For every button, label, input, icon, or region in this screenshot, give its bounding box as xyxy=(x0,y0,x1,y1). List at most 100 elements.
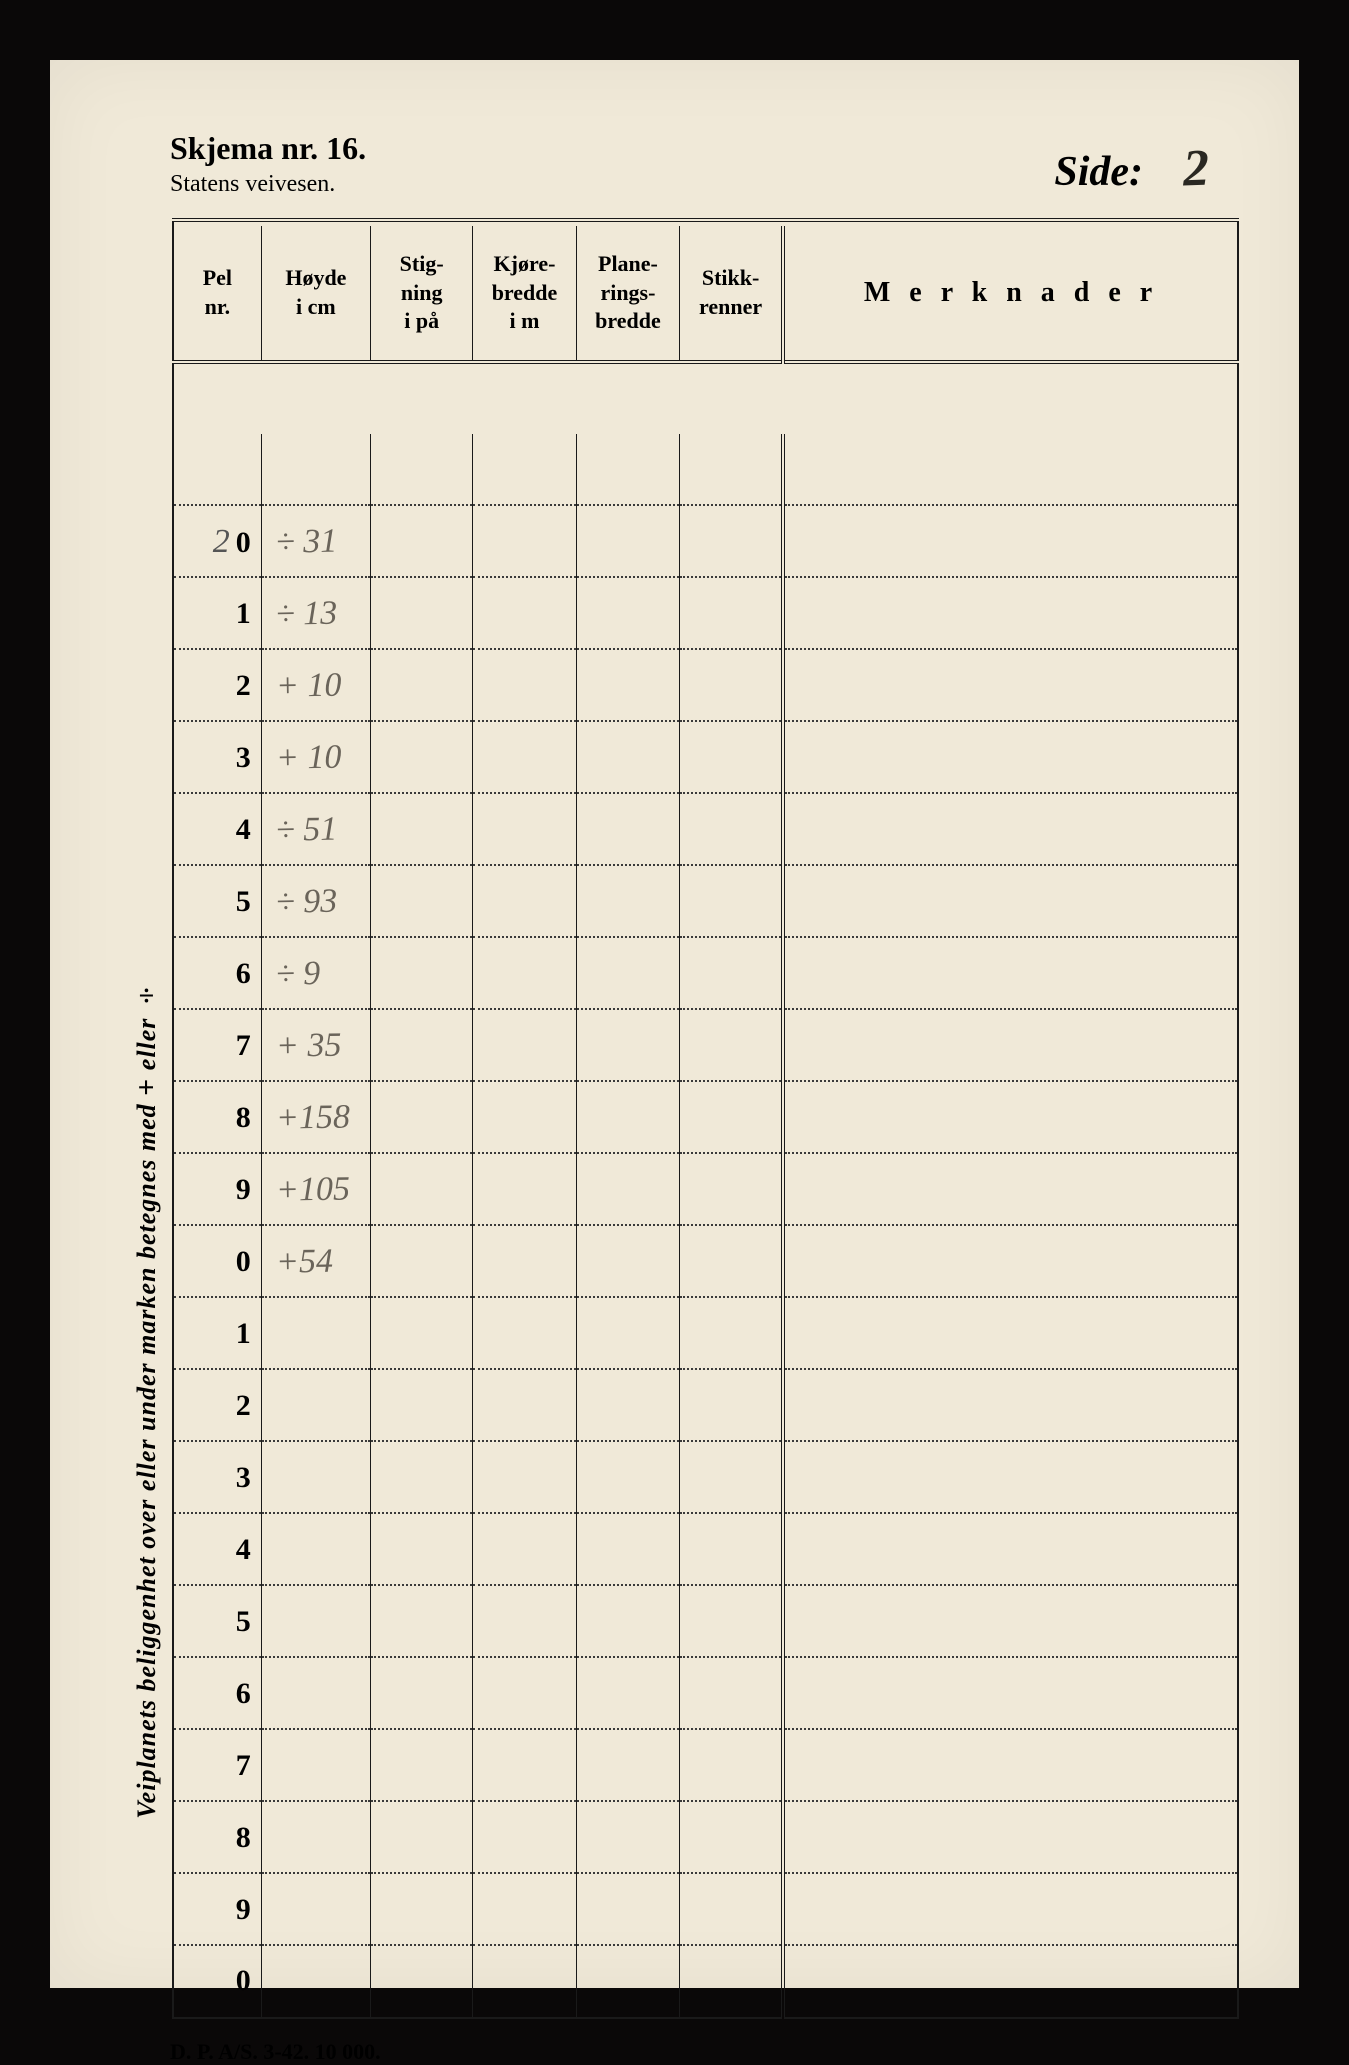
cell-stigning xyxy=(371,1082,473,1154)
cell-kjorebredde xyxy=(473,1730,576,1802)
cell-stigning xyxy=(371,722,473,794)
cell-kjorebredde xyxy=(473,650,576,722)
table-row: 9+105 xyxy=(173,1154,1238,1226)
cell-stigning xyxy=(371,578,473,650)
table-row: 4 xyxy=(173,1514,1238,1586)
pel-printed-number: 4 xyxy=(236,813,251,846)
cell-merknader xyxy=(783,1730,1238,1802)
pel-printed-number: 2 xyxy=(236,1389,251,1422)
pel-printed-number: 6 xyxy=(236,957,251,990)
pel-printed-number: 7 xyxy=(236,1749,251,1782)
cell-stikkrenner xyxy=(680,506,783,578)
cell-kjorebredde xyxy=(473,866,576,938)
pel-printed-number: 5 xyxy=(236,1605,251,1638)
cell-hoyde xyxy=(261,1730,370,1802)
cell-stigning xyxy=(371,650,473,722)
top-border xyxy=(173,220,1238,226)
cell-planeringsbredde xyxy=(576,794,679,866)
cell-kjorebredde xyxy=(473,1946,576,2018)
cell-hoyde xyxy=(261,434,370,506)
cell-stikkrenner xyxy=(680,1298,783,1370)
cell-planeringsbredde xyxy=(576,1946,679,2018)
footer-text: D. P. A/S. 3-42. 10 000. xyxy=(170,2039,1239,2065)
divide-symbol: ÷ xyxy=(131,978,162,1010)
col-header-pel: Pel nr. xyxy=(173,226,261,362)
cell-stikkrenner xyxy=(680,434,783,506)
cell-planeringsbredde xyxy=(576,1802,679,1874)
side-label: Side: xyxy=(1054,148,1143,196)
col-kjore-l2: bredde xyxy=(492,280,558,305)
cell-pel: 2 xyxy=(173,650,261,722)
pel-printed-number: 5 xyxy=(236,885,251,918)
col-stikk-l1: Stikk- xyxy=(702,265,759,290)
pel-printed-number: 8 xyxy=(236,1821,251,1854)
col-plane-l2: rings- xyxy=(600,280,655,305)
cell-kjorebredde xyxy=(473,1514,576,1586)
cell-merknader xyxy=(783,1442,1238,1514)
col-header-planeringsbredde: Plane- rings- bredde xyxy=(576,226,679,362)
cell-stikkrenner xyxy=(680,1946,783,2018)
cell-planeringsbredde xyxy=(576,650,679,722)
cell-planeringsbredde xyxy=(576,1226,679,1298)
cell-stikkrenner xyxy=(680,1658,783,1730)
cell-stigning xyxy=(371,1730,473,1802)
pel-printed-number: 0 xyxy=(236,1245,251,1278)
cell-merknader xyxy=(783,1370,1238,1442)
cell-kjorebredde xyxy=(473,1298,576,1370)
cell-kjorebredde xyxy=(473,1802,576,1874)
cell-stikkrenner xyxy=(680,1514,783,1586)
table-row: 0+54 xyxy=(173,1226,1238,1298)
pel-handwritten-prefix: 2 xyxy=(213,523,230,560)
cell-hoyde: ÷ 51 xyxy=(261,794,370,866)
col-kjore-l3: i m xyxy=(510,308,540,333)
cell-planeringsbredde xyxy=(576,722,679,794)
pel-printed-number: 3 xyxy=(236,1461,251,1494)
cell-stigning xyxy=(371,1442,473,1514)
col-pel-l1: Pel xyxy=(203,265,232,290)
table-row: 7+ 35 xyxy=(173,1010,1238,1082)
col-plane-l1: Plane- xyxy=(598,251,658,276)
cell-planeringsbredde xyxy=(576,506,679,578)
cell-kjorebredde xyxy=(473,1370,576,1442)
cell-stikkrenner xyxy=(680,1082,783,1154)
col-stikk-l2: renner xyxy=(699,294,762,319)
cell-stigning xyxy=(371,1298,473,1370)
cell-kjorebredde xyxy=(473,1658,576,1730)
table-row: 1 xyxy=(173,1298,1238,1370)
hoyde-handwritten: + 10 xyxy=(271,738,360,778)
pel-printed-number: 3 xyxy=(236,741,251,774)
cell-merknader xyxy=(783,1298,1238,1370)
vertical-label-part1: Veiplanets beliggenhet over eller under … xyxy=(132,1096,161,1819)
cell-stigning xyxy=(371,1154,473,1226)
cell-hoyde xyxy=(261,1442,370,1514)
cell-stigning xyxy=(371,1874,473,1946)
cell-planeringsbredde xyxy=(576,1298,679,1370)
header-right: Side: 2 xyxy=(1054,139,1239,198)
col-header-stikkrenner: Stikk- renner xyxy=(680,226,783,362)
cell-stikkrenner xyxy=(680,866,783,938)
cell-hoyde xyxy=(261,1586,370,1658)
table-area: Veiplanets beliggenhet over eller under … xyxy=(130,218,1239,2019)
cell-kjorebredde xyxy=(473,1874,576,1946)
cell-hoyde: + 35 xyxy=(261,1010,370,1082)
cell-pel: 7 xyxy=(173,1010,261,1082)
pel-printed-number: 2 xyxy=(236,669,251,702)
cell-planeringsbredde xyxy=(576,1730,679,1802)
cell-merknader xyxy=(783,578,1238,650)
cell-stigning xyxy=(371,1946,473,2018)
hoyde-handwritten: + 10 xyxy=(271,666,360,706)
cell-pel: 6 xyxy=(173,1658,261,1730)
cell-hoyde xyxy=(261,1370,370,1442)
header-row: Pel nr. Høyde i cm Stig- ning i på Kjøre… xyxy=(173,226,1238,362)
cell-merknader xyxy=(783,794,1238,866)
cell-merknader xyxy=(783,1658,1238,1730)
table-row: 4 ÷ 51 xyxy=(173,794,1238,866)
cell-stikkrenner xyxy=(680,1370,783,1442)
table-row: 2 xyxy=(173,1370,1238,1442)
cell-merknader xyxy=(783,1586,1238,1658)
cell-pel: 0 xyxy=(173,1946,261,2018)
col-header-hoyde: Høyde i cm xyxy=(261,226,370,362)
cell-merknader xyxy=(783,866,1238,938)
cell-pel: 8 xyxy=(173,1802,261,1874)
table-row: 8+158 xyxy=(173,1082,1238,1154)
